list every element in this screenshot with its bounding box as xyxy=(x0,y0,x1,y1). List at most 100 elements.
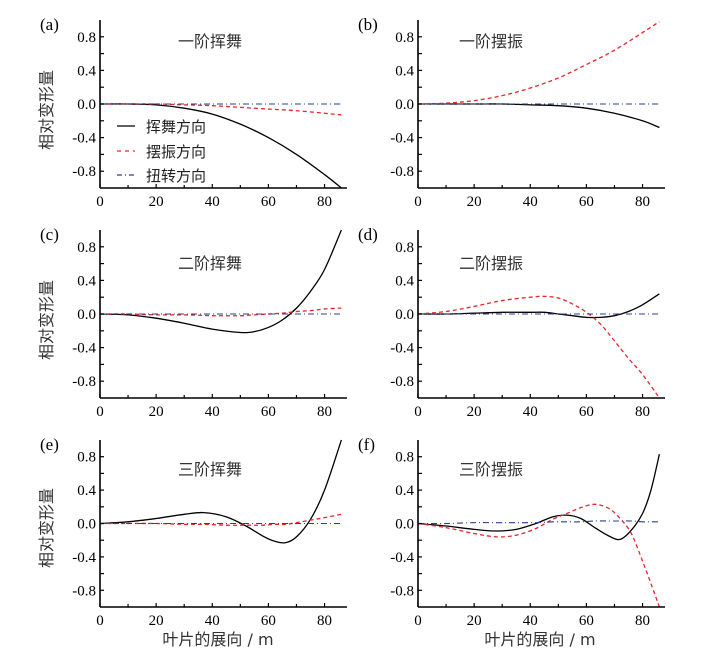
series-line-edge xyxy=(418,295,660,398)
x-tick-label: 40 xyxy=(205,613,220,629)
x-tick-label: 80 xyxy=(635,404,650,420)
x-tick-label: 0 xyxy=(96,404,104,420)
y-tick-label: 0.4 xyxy=(77,483,96,499)
panel-tag: (d) xyxy=(358,225,378,244)
y-tick-label: 0.0 xyxy=(77,307,96,323)
series-line-flap xyxy=(100,439,343,544)
y-tick-label: -0.8 xyxy=(390,164,414,180)
y-tick-label: 0.8 xyxy=(395,30,414,46)
panel-c: 0 20 40 60 80 0.8 0.4 0.0 -0.4 -0.8 (c) 二阶挥舞 xyxy=(40,225,347,420)
x-tick-label: 0 xyxy=(414,404,422,420)
x-tick-label: 60 xyxy=(261,613,276,629)
panel-e: 0 20 40 60 80 0.8 0.4 0.0 -0.4 -0.8 (e) 三阶挥舞 xyxy=(40,435,347,629)
y-axis-label-row1: 相对变形量 xyxy=(37,70,56,150)
legend-label-torsion: 扭转方向 xyxy=(146,167,206,185)
panel-tag: (a) xyxy=(40,15,59,34)
y-tick-label: -0.4 xyxy=(72,131,96,147)
series-line-flap xyxy=(100,103,342,188)
x-tick-label: 0 xyxy=(96,613,104,629)
x-tick-label: 40 xyxy=(205,404,220,420)
y-tick-label: -0.4 xyxy=(390,341,414,357)
y-tick-label: 0.8 xyxy=(77,450,96,466)
x-tick-label: 60 xyxy=(579,404,594,420)
series-line-flap xyxy=(418,454,661,541)
legend: 挥舞方向 摆振方向 扭转方向 xyxy=(117,118,206,185)
panel-d: 0 20 40 60 80 0.8 0.4 0.0 -0.4 -0.8 (d) 二阶摆振 xyxy=(358,225,665,420)
panel-tag: (c) xyxy=(40,225,59,244)
y-axis-label-row3: 相对变形量 xyxy=(37,488,56,568)
y-tick-label: -0.8 xyxy=(72,164,96,180)
x-tick-label: 60 xyxy=(579,194,594,210)
panel-a: 0 20 40 60 80 0.8 0.4 0.0 -0.4 -0.8 (a) 一阶挥舞 xyxy=(40,15,347,210)
y-tick-label: 0.4 xyxy=(77,273,96,289)
x-tick-label: 0 xyxy=(96,194,104,210)
x-tick-label: 20 xyxy=(467,194,482,210)
panel-f: 0 20 40 60 80 0.8 0.4 0.0 -0.4 -0.8 (f) 三阶摆振 xyxy=(358,435,665,629)
y-tick-label: -0.4 xyxy=(390,550,414,566)
series-group xyxy=(418,454,661,607)
panel-tag: (e) xyxy=(40,435,59,454)
y-axis-label-row2: 相对变形量 xyxy=(37,280,56,360)
x-tick-label: 40 xyxy=(523,613,538,629)
panel-title: 二阶摆振 xyxy=(459,254,523,273)
y-tick-label: -0.4 xyxy=(72,550,96,566)
series-line-flap xyxy=(100,229,342,334)
x-tick-label: 20 xyxy=(149,194,164,210)
panel-tag: (b) xyxy=(358,15,378,34)
y-tick-label: -0.8 xyxy=(72,374,96,390)
x-tick-label: 20 xyxy=(149,613,164,629)
panel-title: 二阶挥舞 xyxy=(178,254,242,273)
series-line-flap xyxy=(418,103,660,129)
x-tick-label: 80 xyxy=(317,613,332,629)
y-tick-label: 0.0 xyxy=(395,307,414,323)
y-tick-label: 0.8 xyxy=(77,30,96,46)
series-line-edge xyxy=(418,21,660,105)
legend-label-edge: 摆振方向 xyxy=(146,143,206,161)
series-line-edge xyxy=(100,307,342,317)
y-tick-label: 0.4 xyxy=(395,273,414,289)
panel-title: 一阶挥舞 xyxy=(178,32,242,51)
x-axis-label-left: 叶片的展向 / m xyxy=(162,630,273,649)
x-axis-label-right: 叶片的展向 / m xyxy=(484,630,595,649)
x-tick-label: 20 xyxy=(467,404,482,420)
x-tick-label: 60 xyxy=(261,194,276,210)
y-tick-label: -0.8 xyxy=(390,374,414,390)
y-tick-label: 0.4 xyxy=(395,63,414,79)
panel-title: 三阶挥舞 xyxy=(178,460,242,479)
series-group xyxy=(100,229,342,334)
y-tick-label: 0.8 xyxy=(395,240,414,256)
y-tick-label: -0.4 xyxy=(72,341,96,357)
x-tick-label: 80 xyxy=(317,404,332,420)
y-tick-label: 0.0 xyxy=(395,517,414,533)
series-group xyxy=(100,439,343,544)
legend-label-flap: 挥舞方向 xyxy=(146,118,206,136)
x-tick-label: 0 xyxy=(414,613,422,629)
y-tick-label: 0.0 xyxy=(77,97,96,113)
series-group xyxy=(100,103,342,188)
series-line-flap xyxy=(418,293,660,319)
panel-title: 三阶摆振 xyxy=(459,460,523,479)
x-tick-label: 40 xyxy=(523,404,538,420)
y-tick-label: 0.4 xyxy=(77,63,96,79)
x-tick-label: 0 xyxy=(414,194,422,210)
x-tick-label: 80 xyxy=(317,194,332,210)
panel-title: 一阶摆振 xyxy=(459,32,523,51)
y-tick-label: -0.8 xyxy=(390,583,414,599)
series-group xyxy=(418,293,660,398)
x-tick-label: 20 xyxy=(149,404,164,420)
panel-b: 0 20 40 60 80 0.8 0.4 0.0 -0.4 -0.8 (b) 一阶摆振 xyxy=(358,15,665,210)
y-tick-label: 0.8 xyxy=(77,240,96,256)
y-tick-label: -0.8 xyxy=(72,583,96,599)
series-line-edge xyxy=(100,103,342,116)
x-tick-label: 60 xyxy=(579,613,594,629)
series-line-torsion xyxy=(418,520,660,525)
x-tick-label: 40 xyxy=(205,194,220,210)
y-tick-label: 0.0 xyxy=(77,517,96,533)
x-tick-label: 80 xyxy=(635,194,650,210)
series-line-edge xyxy=(100,513,342,526)
y-tick-label: -0.4 xyxy=(390,131,414,147)
x-tick-label: 20 xyxy=(467,613,482,629)
x-tick-label: 40 xyxy=(523,194,538,210)
x-tick-label: 80 xyxy=(635,613,650,629)
